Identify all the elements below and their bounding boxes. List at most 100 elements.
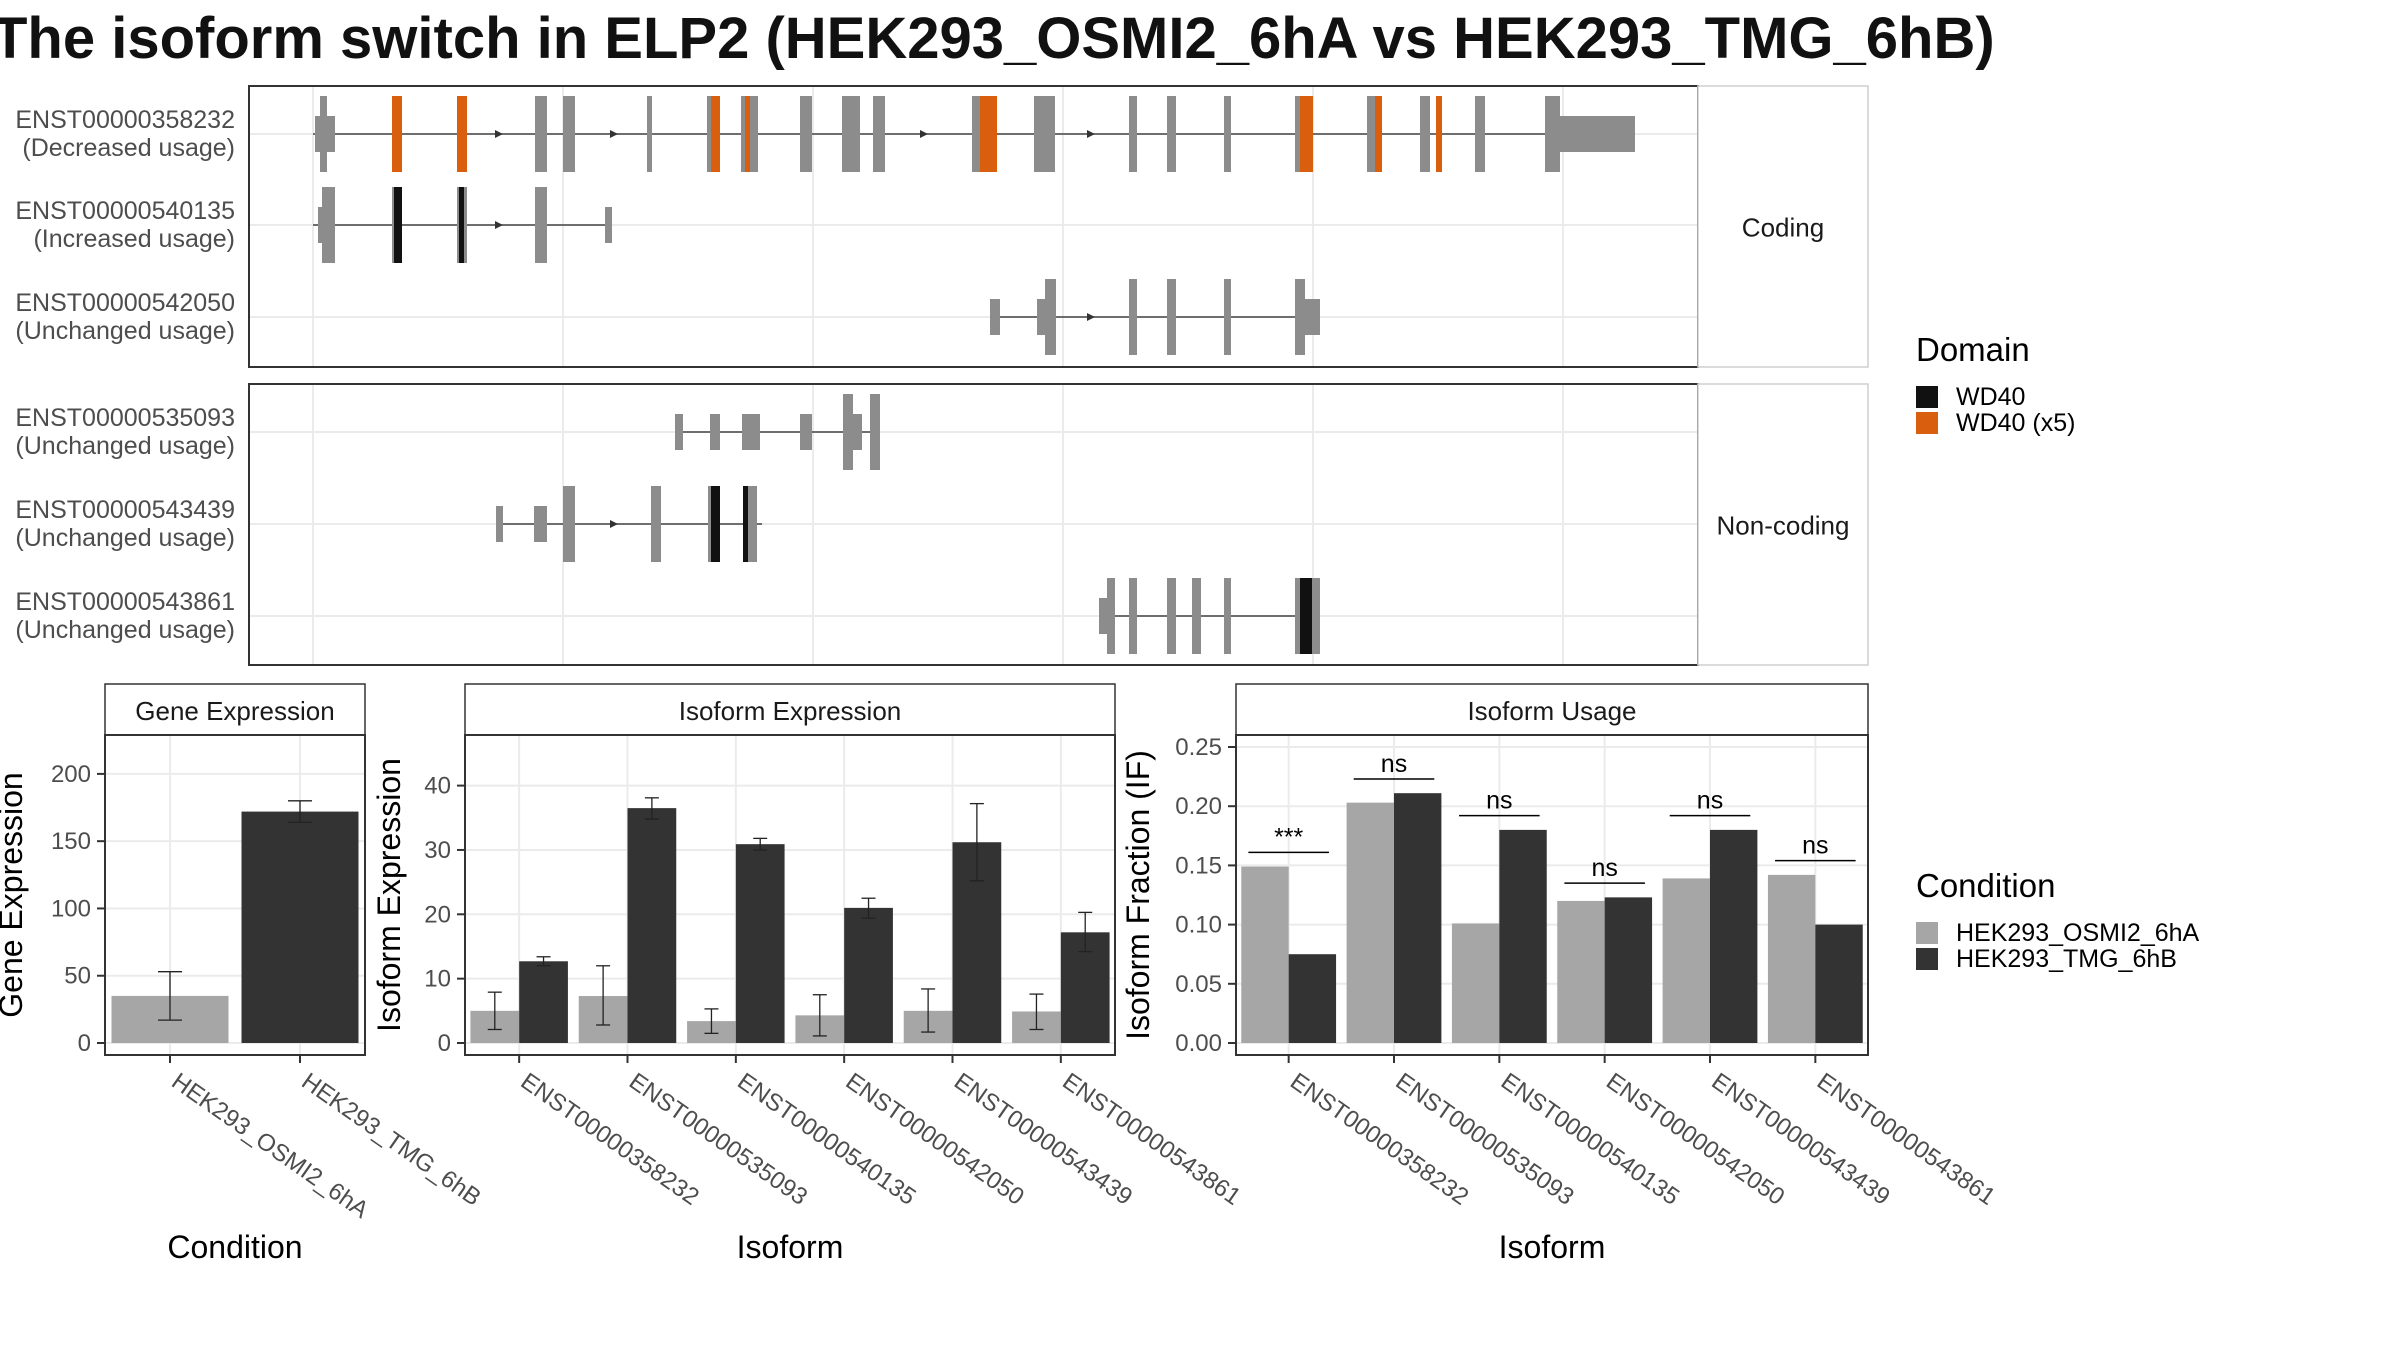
facet-label: Coding xyxy=(1742,213,1824,243)
transcript-ENST00000543861 xyxy=(1099,578,1320,654)
legend-label: WD40 xyxy=(1956,383,2025,411)
y-tick-label: 50 xyxy=(64,963,91,990)
bar xyxy=(1815,924,1863,1043)
domain-block xyxy=(1375,96,1382,172)
transcript-ENST00000358232 xyxy=(313,96,1635,172)
chart-border xyxy=(1235,734,1869,1056)
domain-block xyxy=(1300,96,1313,172)
chart-border xyxy=(464,734,1116,1056)
exon xyxy=(842,96,860,172)
bar xyxy=(1767,874,1816,1043)
significance-label: ns xyxy=(1802,832,1828,860)
bar xyxy=(1604,897,1653,1043)
exon xyxy=(1192,578,1201,654)
isoform-id-label: ENST00000540135 xyxy=(15,197,235,225)
exon xyxy=(322,187,335,263)
isoform-id-label: ENST00000543439 xyxy=(15,496,235,524)
exon xyxy=(563,486,575,562)
bar xyxy=(519,961,568,1043)
exon xyxy=(870,394,880,470)
direction-arrow xyxy=(495,221,503,229)
direction-arrow xyxy=(1087,313,1095,321)
exon xyxy=(742,414,760,450)
isoform-usage-label: (Unchanged usage) xyxy=(15,317,235,345)
legend-swatch xyxy=(1916,412,1938,434)
exon xyxy=(320,96,327,172)
chart-border xyxy=(104,734,366,1056)
bar xyxy=(1346,802,1394,1043)
legend-label: HEK293_OSMI2_6hA xyxy=(1956,919,2200,947)
chart-title-strip xyxy=(1235,683,1869,736)
exon xyxy=(1224,96,1231,172)
exon xyxy=(535,187,547,263)
exon xyxy=(1129,578,1137,654)
x-tick-label: ENST00000540135 xyxy=(1496,1068,1684,1211)
exon xyxy=(1475,96,1485,172)
legend-swatch xyxy=(1916,948,1938,970)
direction-arrow xyxy=(495,130,503,138)
domain-block xyxy=(743,486,748,562)
significance-label: ns xyxy=(1381,750,1407,778)
y-tick-label: 100 xyxy=(51,895,91,922)
exon xyxy=(1224,578,1231,654)
isoform-usage-label: (Unchanged usage) xyxy=(15,524,235,552)
x-tick-label: ENST00000358232 xyxy=(516,1068,704,1211)
isoform-usage-label: (Unchanged usage) xyxy=(15,616,235,644)
exon xyxy=(535,96,547,172)
facet-label: Non-coding xyxy=(1717,511,1850,541)
domain-block xyxy=(711,96,720,172)
exon xyxy=(843,394,853,470)
exon xyxy=(1167,578,1176,654)
domain-block xyxy=(394,187,402,263)
y-tick-label: 0.20 xyxy=(1175,793,1222,820)
x-tick-label: ENST00000542050 xyxy=(841,1068,1029,1211)
y-tick-label: 0.25 xyxy=(1175,734,1222,761)
exon xyxy=(853,414,862,450)
exon xyxy=(1045,279,1056,355)
significance-label: *** xyxy=(1274,823,1303,851)
isoform-structure-plot: ENST00000358232(Decreased usage) ENST0000… xyxy=(15,85,1869,666)
y-axis-title: Isoform Fraction (IF) xyxy=(1120,750,1156,1040)
bar xyxy=(1499,829,1547,1043)
x-tick-label: ENST00000535093 xyxy=(624,1068,812,1211)
domain-block xyxy=(711,486,720,562)
exon xyxy=(647,96,652,172)
y-tick-label: 30 xyxy=(424,837,451,864)
domain-block xyxy=(459,187,464,263)
x-tick-label: ENST00000540135 xyxy=(732,1068,920,1211)
chart-title-strip xyxy=(104,683,366,736)
exon xyxy=(710,414,720,450)
exon xyxy=(1305,299,1320,335)
bar xyxy=(844,907,893,1043)
chart-0: Gene Expression050100150200HEK293_OSMI2_… xyxy=(0,683,486,1265)
bar xyxy=(1557,900,1605,1043)
y-tick-label: 40 xyxy=(424,773,451,800)
x-tick-label: ENST00000535093 xyxy=(1391,1068,1579,1211)
bar xyxy=(1662,878,1710,1043)
transcript-ENST00000535093 xyxy=(675,394,880,470)
transcript-ENST00000540135 xyxy=(313,187,612,263)
exon xyxy=(1107,578,1115,654)
significance-label: ns xyxy=(1697,787,1723,815)
bar xyxy=(1710,829,1758,1043)
chart-title-strip xyxy=(464,683,1116,736)
structure-panel-2: ENST00000535093(Unchanged usage)ENST0000… xyxy=(15,383,1869,666)
exon xyxy=(1167,279,1176,355)
exon xyxy=(1224,279,1231,355)
isoform-usage-label: (Increased usage) xyxy=(33,225,235,253)
x-axis-title: Condition xyxy=(167,1229,302,1265)
chart-1: Isoform Expression 0 10 20 30 40 ENST000003582… xyxy=(371,683,1246,1265)
exon xyxy=(1295,279,1305,355)
y-tick-label: 20 xyxy=(424,901,451,928)
exon xyxy=(563,96,575,172)
exon xyxy=(1367,96,1377,172)
x-axis-title: Isoform xyxy=(1499,1229,1606,1265)
exon xyxy=(496,506,503,542)
chart-title: Isoform Usage xyxy=(1467,696,1636,726)
x-tick-label: ENST00000358232 xyxy=(1285,1068,1473,1211)
bar xyxy=(1451,923,1500,1043)
y-tick-label: 0.15 xyxy=(1175,852,1222,879)
y-tick-label: 0.05 xyxy=(1175,971,1222,998)
